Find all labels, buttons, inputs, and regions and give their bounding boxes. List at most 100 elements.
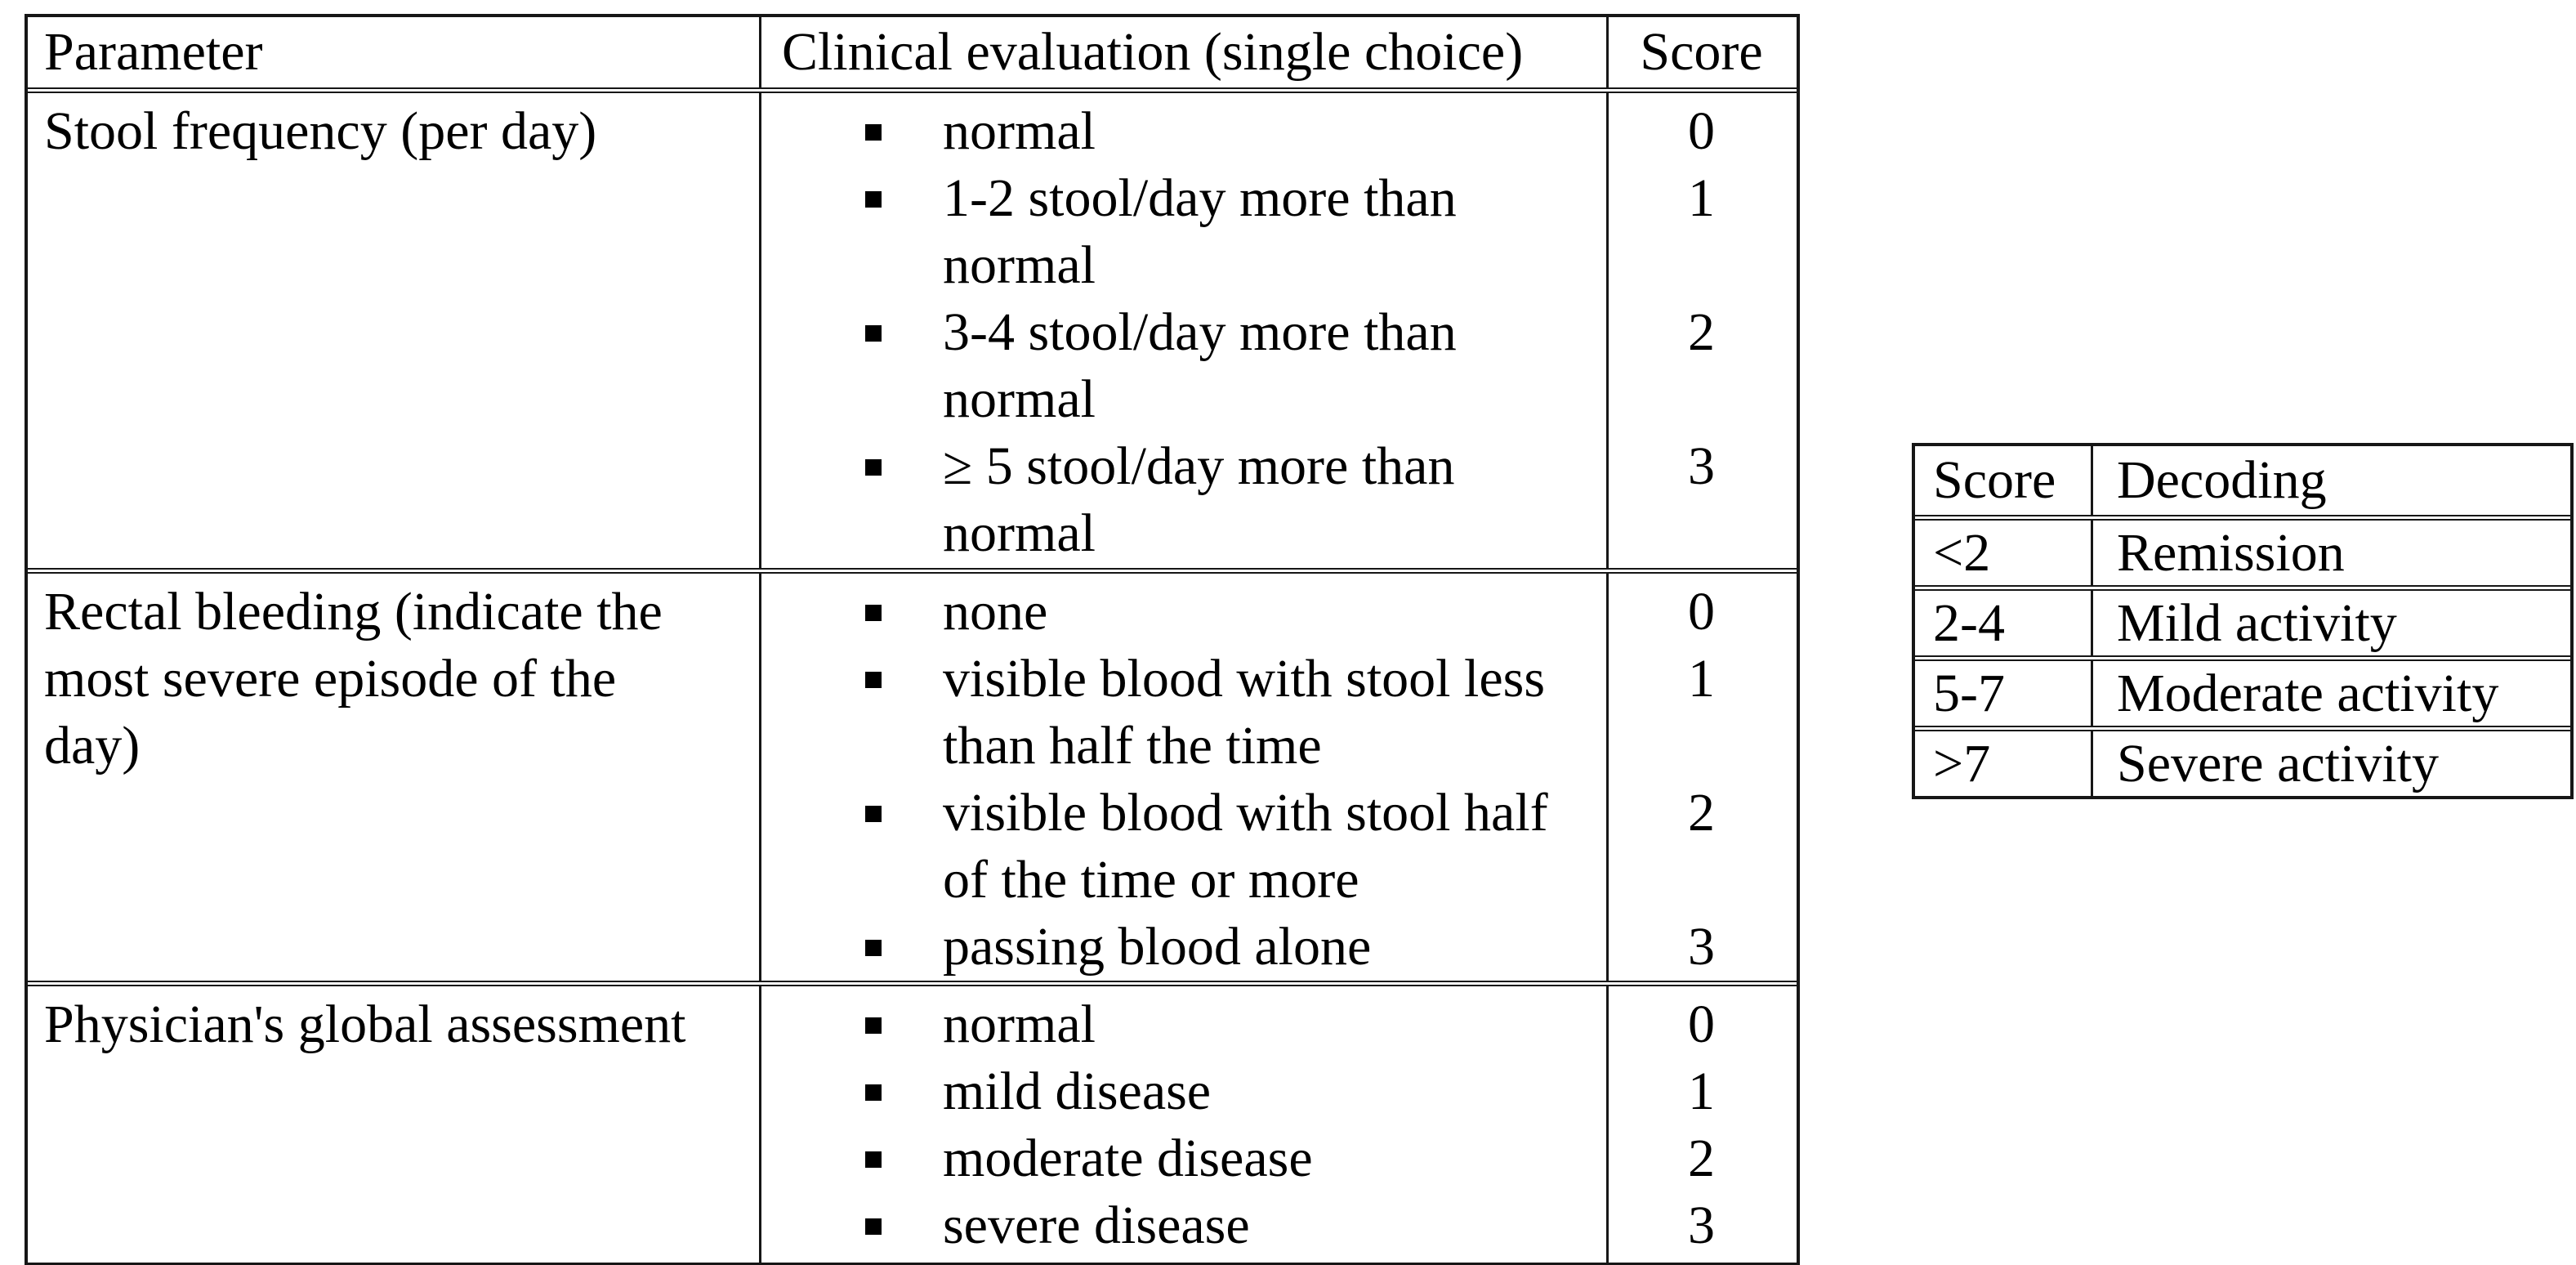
bullet-square-icon xyxy=(865,1017,882,1034)
decoding-row-moderate: 5-7 Moderate activity xyxy=(1915,655,2570,726)
header-cell-parameter: Parameter xyxy=(44,22,263,82)
column-divider xyxy=(759,574,761,981)
bullet-square-icon xyxy=(865,806,882,822)
option-item: normal 0 xyxy=(759,98,1797,165)
bullet-square-icon xyxy=(865,1218,882,1235)
score-range: >7 xyxy=(1933,733,1991,793)
column-divider xyxy=(759,93,761,568)
bullet-square-icon xyxy=(865,191,882,208)
option-text: than half the time xyxy=(943,716,1322,776)
decoding-label: Moderate activity xyxy=(2117,663,2499,723)
bullet-square-icon xyxy=(865,1084,882,1101)
option-item: mild disease 1 xyxy=(759,1058,1797,1125)
table-row-rectal-bleeding: Rectal bleeding (indicate the most sever… xyxy=(28,568,1797,981)
score-range: <2 xyxy=(1933,522,1991,583)
option-text: normal xyxy=(943,235,1096,295)
column-divider xyxy=(1606,93,1609,568)
column-divider xyxy=(759,17,761,87)
option-text: normal xyxy=(943,995,1096,1054)
table-row-physicians-global-assessment: Physician's global assessment normal 0 m… xyxy=(28,981,1797,1263)
option-text: passing blood alone xyxy=(943,917,1372,977)
score-value: 3 xyxy=(1688,1196,1715,1255)
score-value: 1 xyxy=(1688,168,1715,228)
decoding-row-mild: 2-4 Mild activity xyxy=(1915,585,2570,655)
decoding-label: Mild activity xyxy=(2117,592,2397,653)
bullet-square-icon xyxy=(865,672,882,688)
column-divider xyxy=(2091,591,2093,655)
parameter-text: most severe episode of the xyxy=(44,649,617,708)
header-cell-score: Score xyxy=(1933,450,2056,510)
parameter-text: Rectal bleeding (indicate the xyxy=(44,582,663,641)
evaluation-cell: normal 0 1-2 stool/day more than normal … xyxy=(759,93,1797,568)
decoding-label: Remission xyxy=(2117,522,2345,583)
option-item: normal 0 xyxy=(759,991,1797,1058)
option-text: visible blood with stool half xyxy=(943,783,1548,843)
column-divider xyxy=(1606,17,1609,87)
table-header-row: Parameter Clinical evaluation (single ch… xyxy=(28,17,1797,87)
score-value: 3 xyxy=(1688,436,1715,496)
column-divider xyxy=(2091,731,2093,796)
bullet-square-icon xyxy=(865,459,882,476)
score-value: 1 xyxy=(1688,1062,1715,1121)
score-value: 0 xyxy=(1688,101,1715,161)
decoding-row-severe: >7 Severe activity xyxy=(1915,726,2570,796)
column-divider xyxy=(2091,661,2093,726)
option-text: none xyxy=(943,582,1048,641)
parameter-cell: Rectal bleeding (indicate the most sever… xyxy=(28,574,759,981)
parameter-cell: Physician's global assessment xyxy=(28,986,759,1263)
decoding-header-row: Score Decoding xyxy=(1915,446,2570,515)
option-text: 3-4 stool/day more than xyxy=(943,302,1457,362)
option-text: 1-2 stool/day more than xyxy=(943,168,1457,228)
parameter-text: Physician's global assessment xyxy=(44,995,686,1054)
option-text: normal xyxy=(943,369,1096,429)
scoring-parameters-table: Parameter Clinical evaluation (single ch… xyxy=(25,14,1800,1265)
option-text: normal xyxy=(943,101,1096,161)
option-text: severe disease xyxy=(943,1196,1250,1255)
option-item: none 0 xyxy=(759,579,1797,646)
column-divider xyxy=(759,986,761,1263)
header-cell-evaluation: Clinical evaluation (single choice) xyxy=(782,22,1524,82)
header-cell-decoding: Decoding xyxy=(2117,450,2327,510)
bullet-square-icon xyxy=(865,940,882,956)
option-text: mild disease xyxy=(943,1062,1212,1121)
bullet-square-icon xyxy=(865,124,882,141)
parameter-text: Stool frequency (per day) xyxy=(44,101,597,161)
option-item: visible blood with stool less than half … xyxy=(759,646,1797,780)
score-range: 5-7 xyxy=(1933,663,2005,723)
option-item: passing blood alone 3 xyxy=(759,914,1797,981)
option-text: normal xyxy=(943,503,1096,563)
score-decoding-table: Score Decoding <2 Remission 2-4 Mild act… xyxy=(1912,443,2574,799)
option-text: of the time or more xyxy=(943,850,1359,910)
bullet-square-icon xyxy=(865,605,882,621)
score-value: 2 xyxy=(1688,1129,1715,1188)
option-item: ≥ 5 stool/day more than normal 3 xyxy=(759,433,1797,567)
table-row-stool-frequency: Stool frequency (per day) normal 0 1-2 s… xyxy=(28,87,1797,568)
header-cell-score: Score xyxy=(1640,22,1763,82)
score-value: 0 xyxy=(1688,582,1715,641)
parameter-text: day) xyxy=(44,716,141,776)
option-text: visible blood with stool less xyxy=(943,649,1546,708)
column-divider xyxy=(1606,574,1609,981)
score-range: 2-4 xyxy=(1933,592,2005,653)
column-divider xyxy=(2091,446,2093,515)
option-item: 3-4 stool/day more than normal 2 xyxy=(759,299,1797,433)
column-divider xyxy=(1606,986,1609,1263)
option-item: 1-2 stool/day more than normal 1 xyxy=(759,165,1797,299)
column-divider xyxy=(2091,521,2093,585)
parameter-cell: Stool frequency (per day) xyxy=(28,93,759,568)
option-text: ≥ 5 stool/day more than xyxy=(943,436,1455,496)
option-item: moderate disease 2 xyxy=(759,1125,1797,1192)
evaluation-cell: none 0 visible blood with stool less tha… xyxy=(759,574,1797,981)
option-item: severe disease 3 xyxy=(759,1192,1797,1259)
option-item: visible blood with stool half of the tim… xyxy=(759,780,1797,914)
score-value: 3 xyxy=(1688,917,1715,977)
decoding-row-remission: <2 Remission xyxy=(1915,515,2570,585)
bullet-square-icon xyxy=(865,1151,882,1168)
score-value: 0 xyxy=(1688,995,1715,1054)
score-value: 2 xyxy=(1688,783,1715,843)
score-value: 1 xyxy=(1688,649,1715,708)
evaluation-cell: normal 0 mild disease 1 moderate disease… xyxy=(759,986,1797,1263)
bullet-square-icon xyxy=(865,325,882,342)
decoding-label: Severe activity xyxy=(2117,733,2440,793)
